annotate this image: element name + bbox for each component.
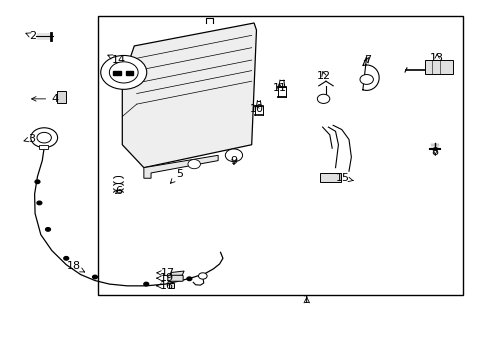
Text: 7: 7: [363, 55, 370, 65]
Circle shape: [187, 159, 200, 169]
Text: 17: 17: [157, 268, 175, 278]
Bar: [98, 16, 462, 294]
Circle shape: [317, 94, 329, 103]
Circle shape: [101, 55, 146, 89]
Circle shape: [37, 201, 41, 205]
Circle shape: [64, 257, 68, 260]
Text: 12: 12: [316, 71, 330, 81]
Bar: [40, 145, 48, 149]
Circle shape: [45, 228, 50, 231]
Text: 10: 10: [249, 104, 264, 114]
Circle shape: [37, 132, 51, 143]
Bar: [424, 60, 452, 74]
Text: 14: 14: [107, 55, 126, 65]
Circle shape: [92, 275, 97, 279]
Circle shape: [186, 277, 191, 280]
Circle shape: [31, 128, 58, 148]
Circle shape: [143, 282, 148, 286]
Text: 2: 2: [26, 31, 36, 41]
Text: 6: 6: [115, 186, 122, 196]
Bar: [168, 283, 173, 288]
Polygon shape: [169, 271, 184, 277]
Circle shape: [198, 273, 207, 279]
Circle shape: [35, 180, 40, 184]
Circle shape: [359, 75, 373, 84]
Text: 18: 18: [67, 261, 84, 272]
Text: 1: 1: [303, 295, 310, 305]
Text: 9: 9: [230, 156, 237, 166]
Text: 3: 3: [24, 134, 35, 144]
Text: 4: 4: [32, 94, 58, 104]
Circle shape: [225, 149, 242, 162]
Bar: [113, 71, 121, 75]
FancyBboxPatch shape: [167, 275, 183, 281]
Circle shape: [109, 62, 138, 83]
Polygon shape: [122, 23, 256, 168]
Text: 16: 16: [156, 281, 174, 291]
Text: 13: 13: [429, 53, 443, 63]
Bar: [57, 91, 66, 103]
Text: 11: 11: [272, 83, 286, 93]
Text: 15: 15: [336, 173, 352, 183]
Bar: [320, 173, 341, 182]
Polygon shape: [143, 155, 218, 178]
Text: 19: 19: [156, 274, 174, 283]
Text: 5: 5: [170, 168, 183, 183]
Bar: [125, 71, 133, 75]
Text: 8: 8: [431, 148, 438, 157]
